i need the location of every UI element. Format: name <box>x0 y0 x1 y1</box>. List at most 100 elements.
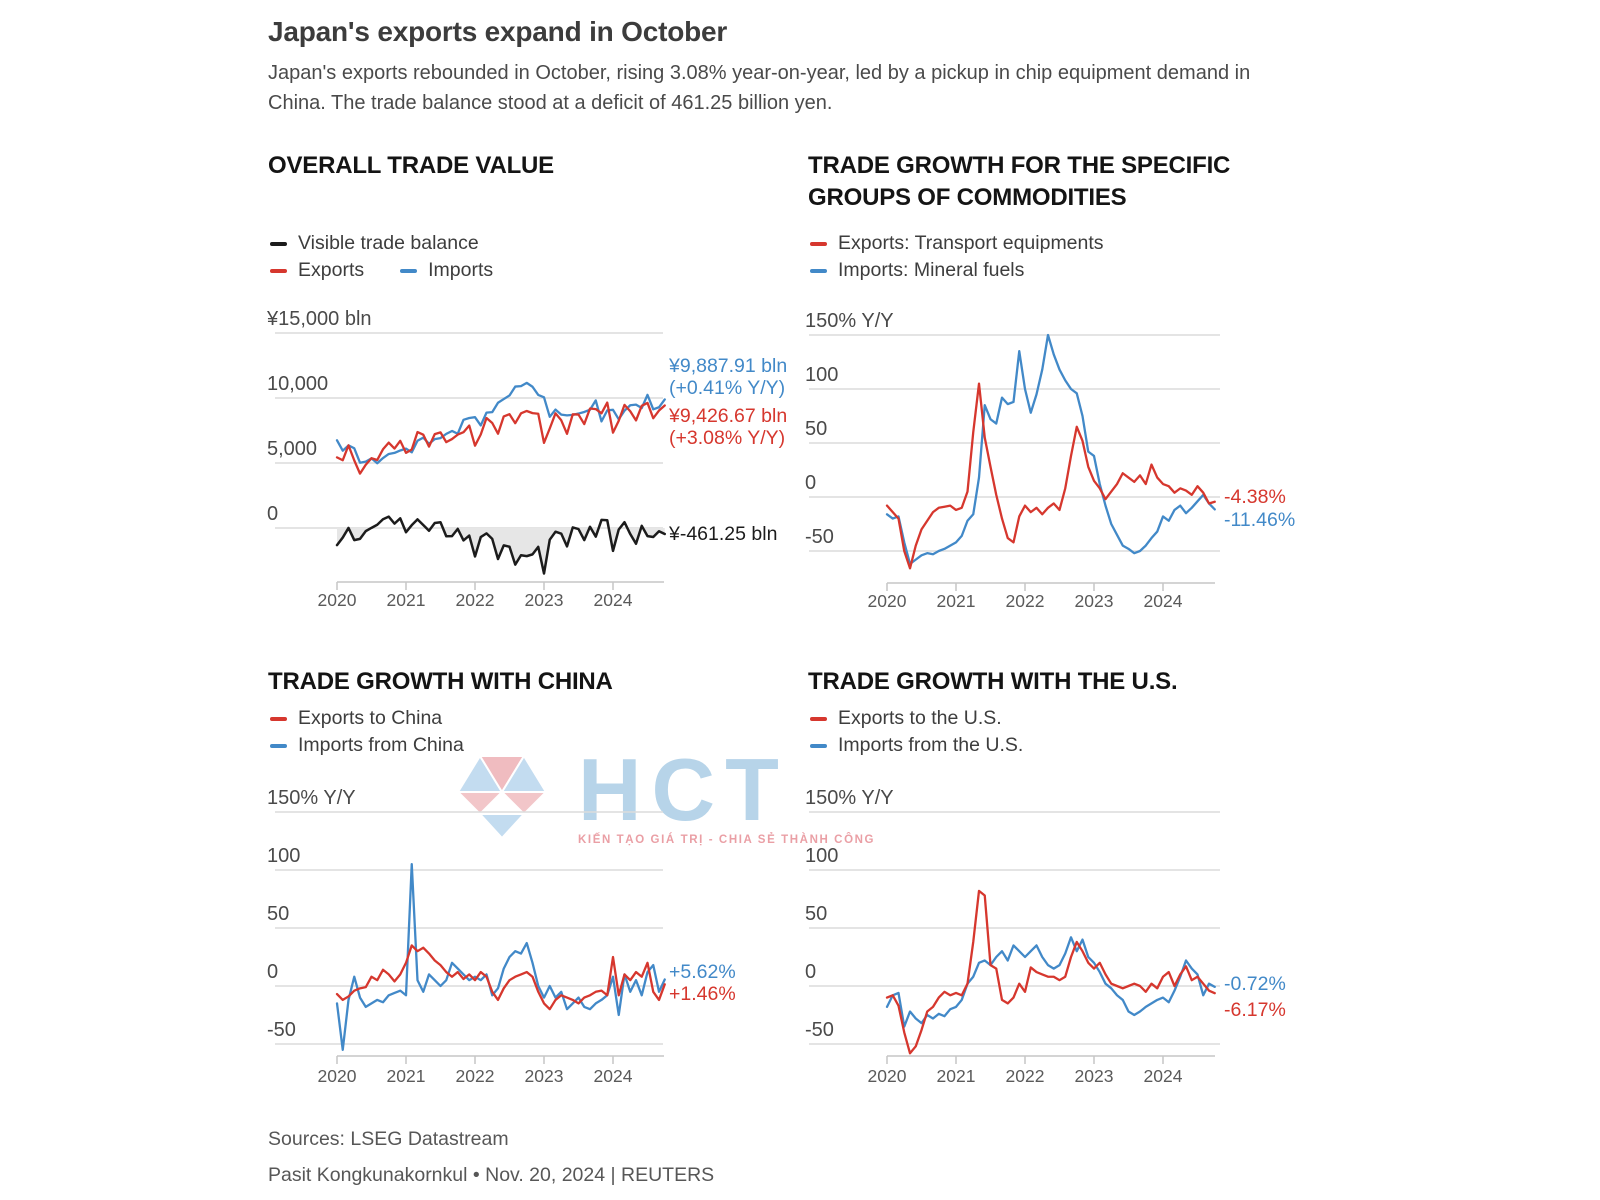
legend-item: Exports to the U.S. <box>810 707 1002 730</box>
y-axis-label: 50 <box>805 903 827 925</box>
overall-trade-value-chart: ¥15,000 bln 10,000 5,000 0 2020 2021 2022 2023 2… <box>266 308 787 610</box>
end-label: -6.17% <box>1224 999 1286 1021</box>
y-axis-label: 50 <box>267 903 289 925</box>
series-line-exports-transport-equipments <box>885 382 1216 570</box>
end-label: (+0.41% Y/Y) <box>669 377 785 399</box>
chart-title-commodities: TRADE GROWTH FOR THE SPECIFIC GROUPS OF … <box>808 152 1231 211</box>
y-axis-label: 100 <box>805 845 838 867</box>
x-tick-label: 2021 <box>387 590 426 610</box>
x-tick-label: 2020 <box>868 1066 907 1086</box>
series-line-exports-to-china <box>335 944 666 1011</box>
series-line-exports-to-the-u-s <box>885 889 1216 1055</box>
page-subtitle: Japan's exports rebounded in October, ri… <box>268 62 1251 114</box>
legend-label: Exports to China <box>298 707 443 729</box>
legend-swatch-icon <box>270 716 287 721</box>
y-axis-label: 100 <box>805 364 838 386</box>
x-tick-label: 2023 <box>1075 591 1114 611</box>
x-tick-label: 2023 <box>525 1066 564 1086</box>
series-line-imports-from-china <box>335 863 666 1051</box>
x-tick-label: 2021 <box>937 1066 976 1086</box>
end-label: (+3.08% Y/Y) <box>669 427 785 449</box>
end-label: ¥9,426.67 bln <box>668 405 787 427</box>
legend-item: Imports <box>400 259 493 282</box>
legend-overall-trade: Visible trade balance Exports Imports <box>270 231 493 283</box>
legend-label: Imports: Mineral fuels <box>838 259 1025 281</box>
end-label: -4.38% <box>1224 486 1286 508</box>
legend-swatch-icon <box>810 268 827 273</box>
x-tick-label: 2020 <box>868 591 907 611</box>
x-tick-label: 2020 <box>318 590 357 610</box>
end-label: -11.46% <box>1224 509 1295 531</box>
y-axis-label: 0 <box>805 961 816 983</box>
legend-item: Exports to China <box>270 707 442 730</box>
x-tick-label: 2023 <box>525 590 564 610</box>
x-tick-label: 2022 <box>456 590 495 610</box>
y-axis-label: 0 <box>267 503 278 525</box>
end-label: ¥9,887.91 bln <box>668 355 787 377</box>
y-axis-label: 50 <box>805 418 827 440</box>
footer-byline: Pasit Kongkunakornkul • Nov. 20, 2024 | … <box>268 1164 715 1186</box>
legend-us: Exports to the U.S. Imports from the U.S. <box>810 706 1023 758</box>
y-axis-label: 150% Y/Y <box>805 310 894 332</box>
legend-label: Imports <box>428 259 494 281</box>
x-tick-label: 2021 <box>937 591 976 611</box>
page-title: Japan's exports expand in October <box>268 16 728 47</box>
legend-item: Exports <box>270 259 364 282</box>
y-axis-label: 150% Y/Y <box>267 787 356 809</box>
y-axis-label: 100 <box>267 845 300 867</box>
us-growth-chart: 150% Y/Y 100 50 0 -50 2020 2021 2022 2023 2024 -0.… <box>805 787 1286 1086</box>
china-growth-chart: 150% Y/Y 100 50 0 -50 2020 2021 2022 2023 2024 +5.… <box>267 787 736 1086</box>
legend-commodities: Exports: Transport equipments Imports: Mi… <box>810 231 1104 283</box>
end-label: -0.72% <box>1224 973 1286 995</box>
commodities-growth-chart: 150% Y/Y 100 50 0 -50 2020 2021 2022 2023 2024 -4.… <box>805 310 1295 611</box>
y-axis-label: -50 <box>805 1019 834 1041</box>
footer-sources: Sources: LSEG Datastream <box>268 1128 509 1150</box>
legend-label: Visible trade balance <box>298 232 479 254</box>
legend-item: Imports: Mineral fuels <box>810 259 1024 282</box>
y-axis-label: 0 <box>805 472 816 494</box>
x-tick-label: 2024 <box>1144 1066 1183 1086</box>
legend-item: Visible trade balance <box>270 232 479 255</box>
y-axis-label: 10,000 <box>267 373 328 395</box>
legend-label: Imports from China <box>298 734 464 756</box>
legend-item: Imports from the U.S. <box>810 734 1023 757</box>
legend-item: Exports: Transport equipments <box>810 232 1104 255</box>
legend-swatch-icon <box>270 743 287 748</box>
y-axis-label: 5,000 <box>267 438 317 460</box>
series-line-imports-mineral-fuels <box>885 333 1216 566</box>
legend-item: Imports from China <box>270 734 464 757</box>
x-tick-label: 2024 <box>594 590 633 610</box>
y-axis-label: 150% Y/Y <box>805 787 894 809</box>
series-line-visible-trade-balance <box>335 515 666 575</box>
y-axis-label: ¥15,000 bln <box>266 308 372 330</box>
end-label: +5.62% <box>669 961 736 983</box>
series-line-imports <box>335 381 666 465</box>
series-line-exports <box>335 401 666 475</box>
x-tick-label: 2024 <box>1144 591 1183 611</box>
x-tick-label: 2020 <box>318 1066 357 1086</box>
chart-title-overall-trade: OVERALL TRADE VALUE <box>268 152 554 179</box>
chart-title-china: TRADE GROWTH WITH CHINA <box>268 668 613 695</box>
y-axis-label: 0 <box>267 961 278 983</box>
x-tick-label: 2023 <box>1075 1066 1114 1086</box>
legend-swatch-icon <box>400 268 418 273</box>
end-label: +1.46% <box>669 983 736 1005</box>
x-tick-label: 2024 <box>594 1066 633 1086</box>
legend-swatch-icon <box>810 743 827 748</box>
x-tick-label: 2021 <box>387 1066 426 1086</box>
legend-label: Imports from the U.S. <box>838 734 1024 756</box>
legend-swatch-icon <box>810 716 827 721</box>
chart-title-us: TRADE GROWTH WITH THE U.S. <box>808 668 1178 695</box>
y-axis-label: -50 <box>805 526 834 548</box>
series-line-imports-from-the-u-s <box>885 936 1216 1028</box>
legend-label: Exports: Transport equipments <box>838 232 1104 254</box>
x-tick-label: 2022 <box>1006 1066 1045 1086</box>
legend-swatch-icon <box>810 241 827 246</box>
legend-label: Exports to the U.S. <box>838 707 1002 729</box>
end-label: ¥-461.25 bln <box>668 523 777 545</box>
x-tick-label: 2022 <box>1006 591 1045 611</box>
legend-label: Exports <box>298 259 365 281</box>
y-axis-label: -50 <box>267 1019 296 1041</box>
legend-swatch-icon <box>270 268 287 273</box>
legend-swatch-icon <box>270 241 287 246</box>
